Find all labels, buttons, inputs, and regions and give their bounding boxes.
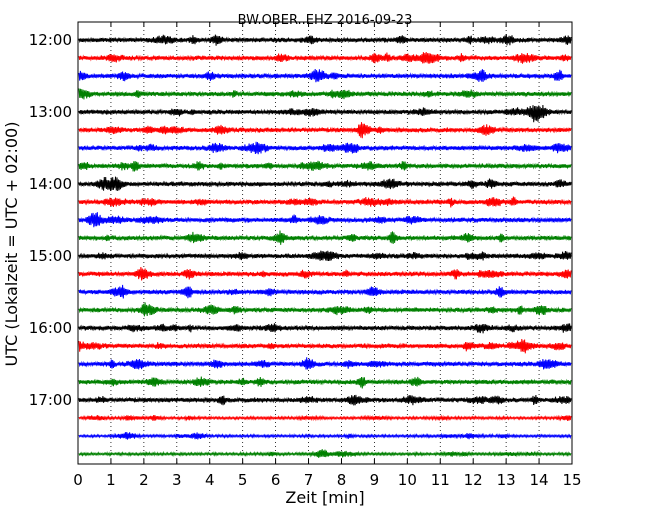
y-tick-label: 15:00	[29, 247, 72, 265]
trace-1345	[78, 160, 572, 172]
grid-lines	[110, 22, 540, 464]
x-axis: 0 1 2 3 4 5 6 7 8 9 10 11 12 13 14 15	[73, 22, 582, 489]
x-axis-label: Zeit [min]	[285, 488, 364, 507]
y-tick-label: 14:00	[29, 175, 72, 193]
trace-1630	[78, 357, 572, 370]
trace-1200	[78, 33, 572, 46]
y-tick-label: 13:00	[29, 103, 72, 121]
trace-1430	[78, 212, 572, 228]
seismic-traces	[78, 33, 572, 458]
x-tick-label: 15	[562, 471, 581, 489]
trace-1215	[78, 51, 572, 64]
trace-1715	[78, 414, 572, 422]
x-tick-label: 8	[337, 471, 347, 489]
x-tick-label: 14	[530, 471, 549, 489]
x-tick-label: 10	[398, 471, 417, 489]
trace-1645	[78, 376, 572, 389]
trace-1515	[78, 266, 572, 281]
x-tick-label: 11	[431, 471, 450, 489]
y-tick-label: 17:00	[29, 391, 72, 409]
x-tick-label: 12	[464, 471, 483, 489]
x-tick-label: 7	[304, 471, 314, 489]
trace-1730	[78, 432, 572, 440]
x-tick-label: 2	[139, 471, 149, 489]
trace-1415	[78, 196, 572, 208]
trace-1300	[78, 104, 572, 123]
trace-1615	[78, 338, 572, 354]
trace-1745	[78, 449, 572, 458]
trace-1230	[78, 68, 572, 83]
x-tick-label: 0	[73, 471, 83, 489]
plot-frame	[77, 21, 573, 465]
trace-1330	[78, 141, 572, 155]
y-tick-label: 12:00	[29, 31, 72, 49]
trace-1315	[78, 122, 572, 139]
x-tick-label: 4	[205, 471, 215, 489]
trace-1545	[78, 302, 572, 317]
trace-1445	[78, 230, 572, 245]
x-tick-label: 1	[106, 471, 116, 489]
x-tick-label: 3	[172, 471, 182, 489]
trace-1500	[78, 250, 572, 262]
trace-1530	[78, 284, 572, 299]
x-tick-label: 9	[370, 471, 380, 489]
y-axis: 12:00 13:00 14:00 15:00 16:00 17:00	[29, 31, 572, 409]
trace-1600	[78, 323, 572, 334]
trace-1700	[78, 394, 572, 406]
x-tick-label: 6	[271, 471, 281, 489]
x-tick-label: 5	[238, 471, 248, 489]
y-tick-label: 16:00	[29, 319, 72, 337]
x-tick-label: 13	[497, 471, 516, 489]
chart-title: BW.OBER..EHZ 2016-09-23	[238, 13, 413, 28]
trace-1245	[78, 88, 572, 100]
y-axis-label: UTC (Lokalzeit = UTC + 02:00)	[2, 122, 21, 367]
trace-1400	[78, 176, 572, 192]
